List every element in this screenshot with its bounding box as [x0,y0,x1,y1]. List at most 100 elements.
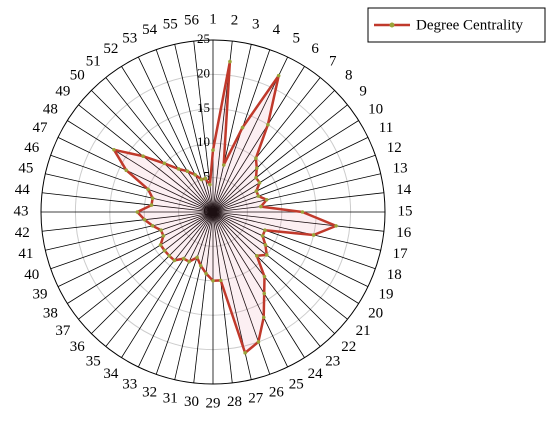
category-label: 32 [142,385,157,401]
category-label: 37 [55,323,71,339]
category-label: 8 [345,68,353,84]
category-label: 24 [308,366,324,382]
spoke [91,211,214,334]
point [211,148,215,152]
point [266,122,270,127]
spoke [57,137,214,213]
category-label: 1 [209,11,217,27]
category-label: 29 [206,395,221,411]
r-tick-label: 25 [197,31,210,46]
legend-label: Degree Centrality [416,17,524,33]
spoke [45,211,214,251]
spoke [174,44,214,213]
spoke [212,211,381,251]
spoke [212,211,305,358]
spoke [155,211,214,375]
spoke [212,211,321,347]
category-label: 6 [311,41,319,57]
spoke [212,211,271,375]
point [159,228,163,232]
point [167,253,172,258]
point [221,163,226,167]
category-label: 33 [122,376,137,392]
r-tick-label: 5 [204,169,211,184]
point [204,271,208,276]
spoke [42,211,214,232]
spoke [78,211,214,320]
spoke [212,192,384,213]
spoke [121,66,214,213]
category-label: 20 [368,306,383,322]
r-tick-label: 10 [197,134,210,149]
category-label: 53 [122,30,137,46]
point [264,197,269,202]
spoke [212,120,359,213]
category-label: 23 [325,354,340,370]
spoke [155,49,214,213]
point [141,154,145,159]
point [300,210,305,214]
category-label: 21 [356,323,371,339]
spoke [91,90,214,213]
point [150,223,155,228]
category-label: 3 [252,16,260,32]
category-label: 22 [341,339,356,355]
spoke [50,154,214,213]
point [211,279,215,283]
spoke [212,173,381,213]
spoke [212,154,376,213]
category-label: 50 [70,68,85,84]
point [135,210,140,214]
point [256,194,261,198]
category-label: 4 [273,22,281,38]
point [228,59,232,64]
point [240,125,245,130]
point [254,166,259,171]
category-label: 47 [33,120,49,136]
category-label: 15 [398,203,413,219]
category-label: 55 [163,16,178,32]
category-label: 16 [396,225,412,241]
spoke [212,211,233,383]
spoke [105,211,214,347]
spoke [138,211,214,368]
point [263,228,267,232]
point [176,167,181,171]
category-label: 52 [103,41,118,57]
spoke [45,173,214,213]
category-label: 28 [227,394,242,410]
point [187,259,191,264]
point [260,234,265,238]
category-label: 39 [33,287,48,303]
point [254,253,259,258]
category-label: 42 [15,225,30,241]
spoke [212,66,305,213]
category-label: 12 [387,140,402,156]
point [146,187,150,192]
point [203,176,208,181]
category-label: 30 [184,394,199,410]
r-tick-label: 15 [197,100,210,115]
category-label: 9 [359,84,367,100]
spoke [67,120,214,213]
spoke [212,211,369,287]
category-label: 34 [103,366,119,382]
point [198,263,203,268]
point [257,180,262,185]
category-label: 36 [70,339,86,355]
category-label: 49 [55,84,70,100]
spoke [212,44,252,213]
spoke [212,104,348,213]
point [161,234,166,238]
category-label: 51 [86,53,101,69]
series-line [112,60,338,355]
point [112,147,116,152]
point [243,351,247,355]
spoke [57,211,214,287]
point [262,291,267,296]
point [263,243,268,247]
spoke [212,77,321,213]
category-label: 11 [379,120,393,136]
category-label: 19 [378,287,393,303]
point [256,340,261,344]
